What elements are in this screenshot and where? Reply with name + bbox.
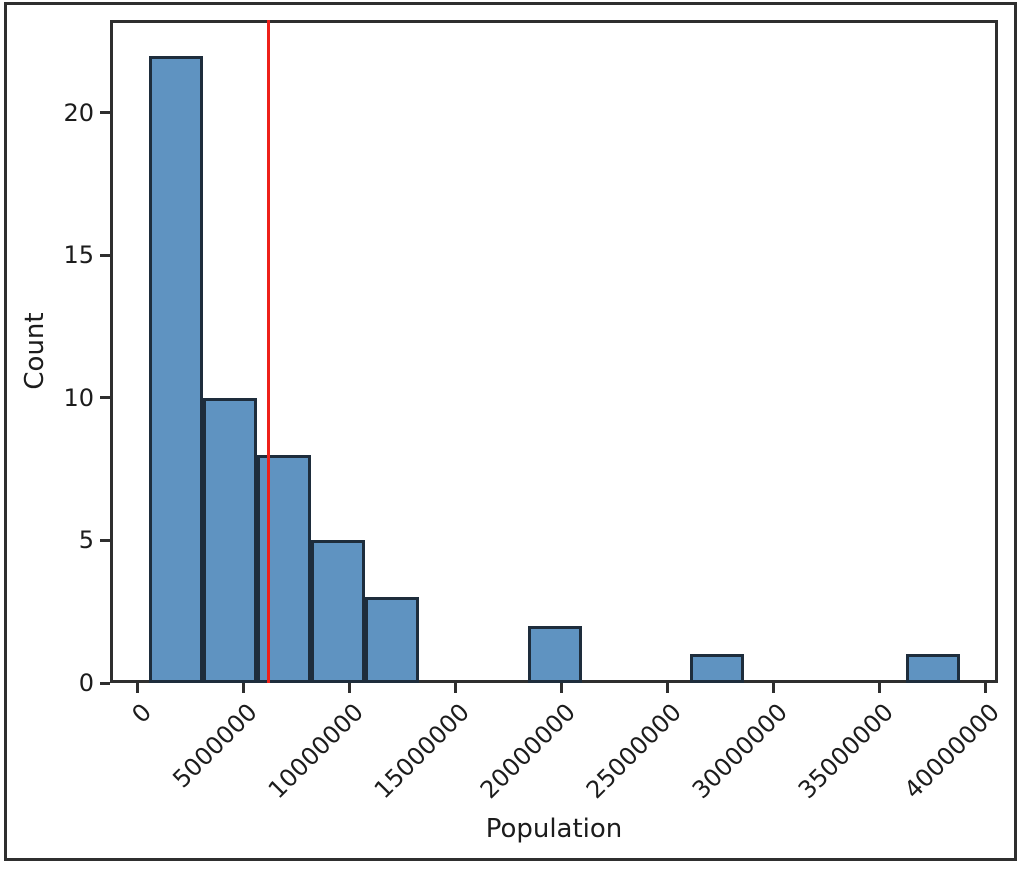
- x-tick: [665, 683, 669, 693]
- x-tick: [983, 683, 987, 693]
- y-tick: [100, 111, 110, 115]
- x-tick: [453, 683, 457, 693]
- histogram-bar: [149, 55, 204, 683]
- histogram-bar: [905, 654, 960, 683]
- x-tick: [771, 683, 775, 693]
- histogram-bar: [689, 654, 744, 683]
- x-tick: [135, 683, 139, 693]
- y-tick: [100, 538, 110, 542]
- y-tick: [100, 396, 110, 400]
- reference-line: [266, 20, 270, 683]
- y-tick: [100, 253, 110, 257]
- y-tick-label: 20: [63, 98, 94, 127]
- histogram-bar: [311, 540, 366, 683]
- histogram-bar: [203, 397, 258, 683]
- histogram-bar: [527, 625, 582, 683]
- y-tick-label: 15: [63, 241, 94, 270]
- x-tick: [559, 683, 563, 693]
- x-tick: [877, 683, 881, 693]
- x-tick: [347, 683, 351, 693]
- histogram-bar: [257, 454, 312, 683]
- y-tick-label: 5: [78, 526, 94, 555]
- y-axis-label: Count: [20, 312, 50, 390]
- x-tick: [241, 683, 245, 693]
- y-tick: [100, 681, 110, 685]
- histogram-bar: [365, 597, 420, 683]
- x-axis-label: Population: [485, 814, 623, 844]
- y-tick-label: 10: [63, 383, 94, 412]
- y-tick-label: 0: [78, 669, 94, 697]
